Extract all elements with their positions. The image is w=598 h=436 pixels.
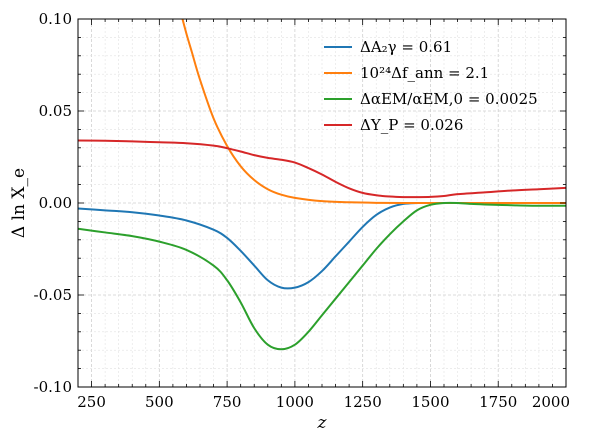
y-tick-label: 0.10 xyxy=(39,10,72,28)
legend-label-yp: ΔY_P = 0.026 xyxy=(360,116,463,134)
x-tick-label: 750 xyxy=(213,393,242,411)
legend-entry: 10²⁴Δf_ann = 2.1 xyxy=(324,64,489,82)
x-tick-label: 250 xyxy=(77,393,106,411)
x-tick-label: 1250 xyxy=(344,393,382,411)
x-tick-label: 2000 xyxy=(532,393,570,411)
series-line-alpha-em xyxy=(78,201,566,351)
legend-entry: ΔY_P = 0.026 xyxy=(324,116,463,134)
legend: ΔA₂γ = 0.61 10²⁴Δf_ann = 2.1 ΔαEM/αEM,0 … xyxy=(324,38,538,134)
ticks xyxy=(77,18,567,388)
y-tick-labels: -0.10 -0.05 0.00 0.05 0.10 xyxy=(34,10,72,396)
x-tick-label: 1000 xyxy=(276,393,314,411)
x-tick-labels: 250 500 750 1000 1250 1500 1750 2000 xyxy=(77,393,570,411)
series-line-fann xyxy=(181,19,566,205)
legend-entry: ΔαEM/αEM,0 = 0.0025 xyxy=(324,90,538,108)
x-tick-label: 1500 xyxy=(411,393,449,411)
legend-label-fann: 10²⁴Δf_ann = 2.1 xyxy=(360,64,489,82)
series-layer xyxy=(78,19,566,351)
x-tick-label: 500 xyxy=(145,393,174,411)
y-tick-label: 0.05 xyxy=(39,102,72,120)
series-line-yp xyxy=(78,139,566,199)
x-tick-label: 1750 xyxy=(479,393,517,411)
legend-label-alpha-em: ΔαEM/αEM,0 = 0.0025 xyxy=(360,90,538,108)
legend-entry: ΔA₂γ = 0.61 xyxy=(324,38,452,56)
legend-label-a2gamma: ΔA₂γ = 0.61 xyxy=(360,38,452,56)
y-tick-label: -0.10 xyxy=(34,378,72,396)
y-axis-label: Δ ln X_e xyxy=(9,168,29,238)
y-tick-label: 0.00 xyxy=(39,194,72,212)
y-tick-label: -0.05 xyxy=(34,286,72,304)
x-axis-label: z xyxy=(317,413,328,433)
